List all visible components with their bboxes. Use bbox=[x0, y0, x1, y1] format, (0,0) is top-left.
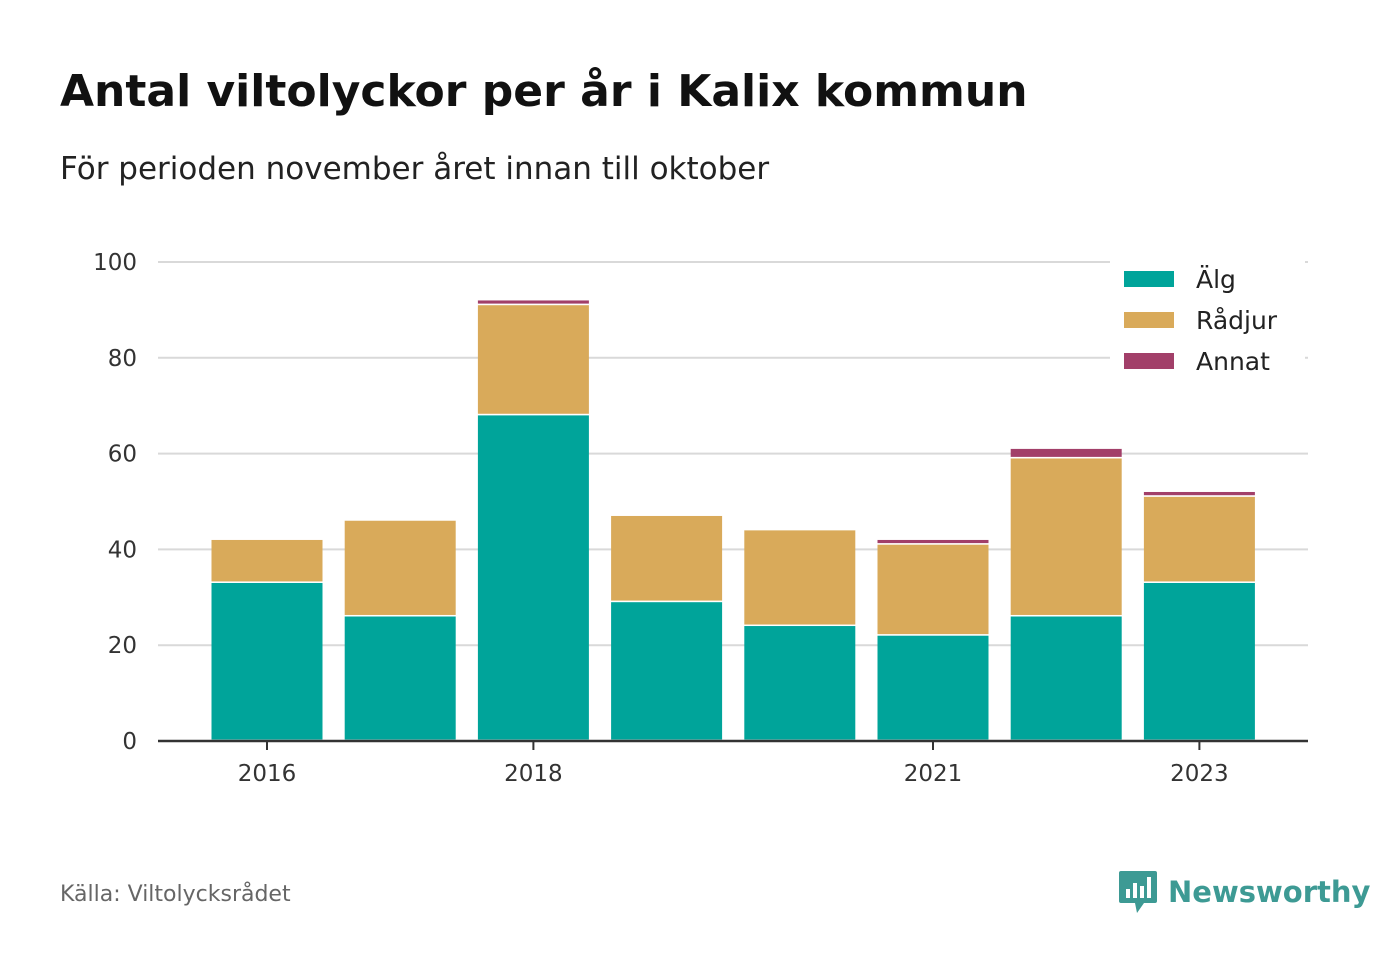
y-tick-label: 80 bbox=[108, 346, 137, 372]
bar-chart-speech-bubble-icon bbox=[1119, 871, 1157, 913]
y-tick-label: 60 bbox=[108, 442, 137, 468]
bar-alg-2021 bbox=[877, 635, 989, 740]
y-axis-ticks: 0 20 40 60 80 100 bbox=[93, 250, 137, 755]
bar-stack-2019 bbox=[611, 513, 723, 740]
legend-label: Rådjur bbox=[1196, 306, 1278, 335]
bar-stack-2020 bbox=[744, 528, 856, 740]
bar-alg-2023 bbox=[1143, 582, 1255, 740]
bar-alg-2017 bbox=[344, 616, 456, 740]
bar-alg-2019 bbox=[611, 602, 723, 740]
legend-swatch bbox=[1124, 312, 1174, 328]
y-tick-label: 0 bbox=[122, 729, 137, 755]
bar-radjur-2018 bbox=[477, 305, 589, 414]
bar-stack-2023 bbox=[1143, 489, 1255, 740]
legend-label: Älg bbox=[1196, 265, 1236, 294]
brand-logo: Newsworthy bbox=[1118, 868, 1370, 916]
bar-stack-2022 bbox=[1010, 446, 1122, 740]
bar-radjur-2019 bbox=[611, 515, 723, 601]
legend: Älg Rådjur Annat bbox=[1110, 258, 1305, 384]
x-tick-label: 2023 bbox=[1170, 761, 1229, 787]
x-tick-label: 2021 bbox=[904, 761, 963, 787]
bar-stack-2017 bbox=[344, 518, 456, 740]
bar-radjur-2021 bbox=[877, 544, 989, 635]
bar-radjur-2022 bbox=[1010, 458, 1122, 615]
bar-alg-2016 bbox=[211, 582, 323, 740]
chart-title: Antal viltolyckor per år i Kalix kommun bbox=[60, 66, 1028, 117]
bar-annat-2023 bbox=[1143, 491, 1255, 496]
bar-alg-2018 bbox=[477, 415, 589, 740]
x-axis: 2016 2018 2021 2023 bbox=[158, 739, 1308, 787]
x-tick-label: 2016 bbox=[238, 761, 297, 787]
bar-alg-2020 bbox=[744, 626, 856, 740]
bar-radjur-2016 bbox=[211, 539, 323, 582]
bar-radjur-2017 bbox=[344, 520, 456, 615]
legend-swatch bbox=[1124, 353, 1174, 369]
bars bbox=[211, 298, 1255, 740]
bar-stack-2016 bbox=[211, 537, 323, 740]
bar-alg-2022 bbox=[1010, 616, 1122, 740]
brand-name: Newsworthy bbox=[1168, 875, 1371, 909]
bar-radjur-2023 bbox=[1143, 496, 1255, 582]
y-tick-label: 40 bbox=[108, 537, 137, 563]
chart-subtitle: För perioden november året innan till ok… bbox=[60, 151, 770, 187]
y-tick-label: 20 bbox=[108, 633, 137, 659]
y-tick-label: 100 bbox=[93, 250, 137, 276]
x-tick-label: 2018 bbox=[504, 761, 563, 787]
bar-annat-2022 bbox=[1010, 448, 1122, 457]
bar-radjur-2020 bbox=[744, 530, 856, 625]
source-note: Källa: Viltolycksrådet bbox=[60, 882, 291, 907]
bar-stack-2018 bbox=[477, 298, 589, 740]
bar-annat-2021 bbox=[877, 539, 989, 544]
bar-annat-2018 bbox=[477, 300, 589, 304]
bar-stack-2021 bbox=[877, 537, 989, 740]
legend-swatch bbox=[1124, 271, 1174, 287]
legend-label: Annat bbox=[1196, 347, 1270, 376]
